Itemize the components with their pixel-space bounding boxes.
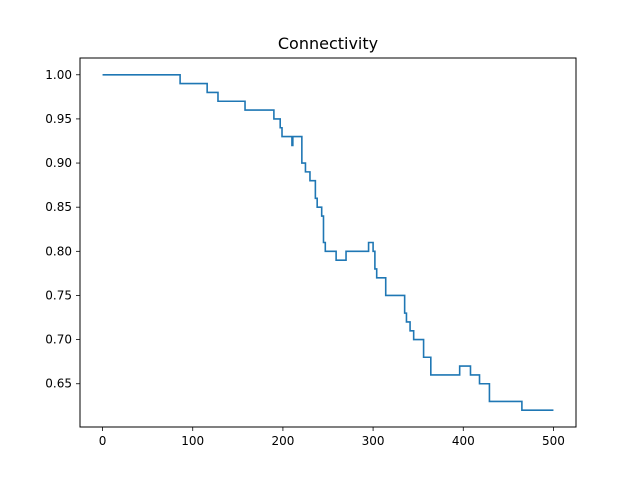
x-tick-label: 300 xyxy=(362,434,385,448)
y-tick-label: 0.95 xyxy=(45,112,72,126)
plot-area xyxy=(102,73,554,412)
y-tick-label: 0.65 xyxy=(45,377,72,391)
x-axis: 0 100 200 300 400 500 xyxy=(99,427,565,448)
axes-frame xyxy=(79,57,577,428)
x-tick-label: 100 xyxy=(181,434,204,448)
y-tick-label: 0.90 xyxy=(45,156,72,170)
x-tick-label: 500 xyxy=(542,434,565,448)
y-tick-label: 0.80 xyxy=(45,244,72,258)
x-tick-label: 200 xyxy=(271,434,294,448)
x-tick-label: 400 xyxy=(452,434,475,448)
chart-title: Connectivity xyxy=(278,34,378,53)
y-axis: 0.65 0.70 0.75 0.80 0.85 0.90 0.95 1.00 xyxy=(45,68,80,391)
series-line-0 xyxy=(102,73,554,412)
y-tick-label: 0.85 xyxy=(45,200,72,214)
y-tick-label: 1.00 xyxy=(45,68,72,82)
y-tick-label: 0.70 xyxy=(45,333,72,347)
y-tick-label: 0.75 xyxy=(45,288,72,302)
x-tick-label: 0 xyxy=(99,434,107,448)
